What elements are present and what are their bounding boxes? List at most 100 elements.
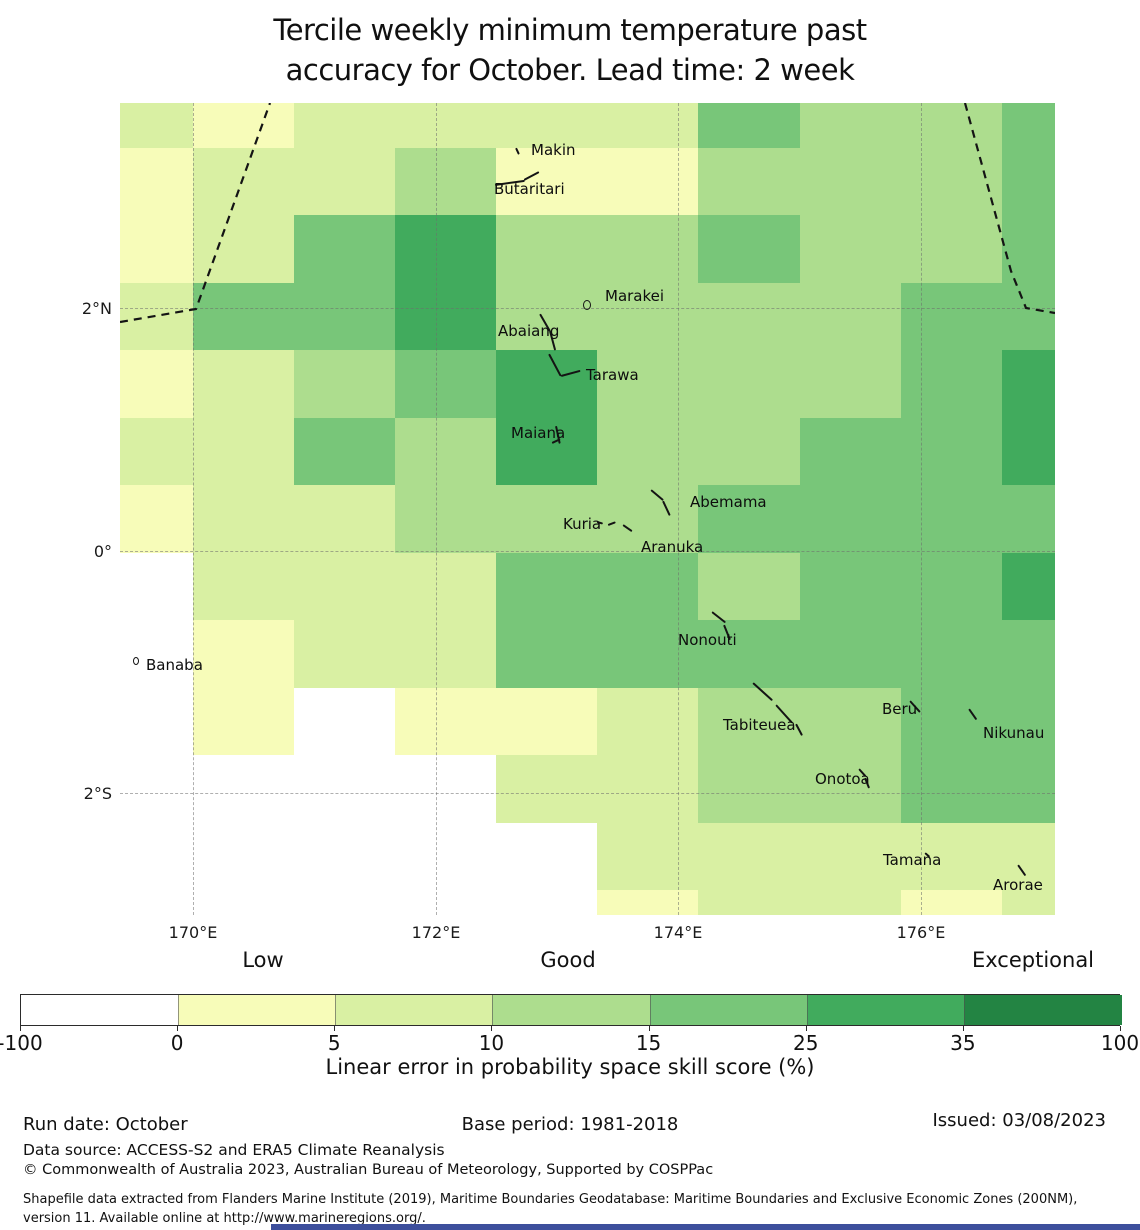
map-cell — [395, 688, 496, 755]
parallel-gridline — [120, 551, 1055, 552]
island-label-nikunau: Nikunau — [983, 724, 1045, 742]
colorbar-tick-label: 0 — [170, 1031, 184, 1055]
island-label-makin: Makin — [531, 141, 576, 159]
map-cell — [698, 620, 800, 688]
issued-date-text: Issued: 03/08/2023 — [932, 1110, 1106, 1131]
map-cell — [1002, 823, 1055, 890]
map-cell — [698, 103, 800, 148]
map-cell — [496, 688, 597, 755]
map-cell — [901, 755, 1002, 823]
map-cell — [597, 755, 698, 823]
map-cell — [496, 103, 597, 148]
island-label-abemama: Abemama — [690, 493, 767, 511]
map-cell — [901, 890, 1002, 915]
meridian-gridline — [436, 103, 437, 915]
colorbar-tick-label: 5 — [327, 1031, 341, 1055]
colorbar-tick — [962, 1026, 964, 1031]
bottom-banner — [271, 1224, 1140, 1230]
map-cell — [1002, 148, 1055, 215]
map-cell — [800, 103, 901, 148]
map-cell — [395, 215, 496, 283]
map-cell — [800, 890, 901, 915]
colorbar-segment — [178, 995, 337, 1025]
map-cell — [597, 418, 698, 485]
island-label-beru: Beru — [882, 700, 918, 718]
map-cell — [120, 823, 193, 890]
lon-tick-label: 174°E — [653, 923, 703, 942]
colorbar-segment — [806, 995, 965, 1025]
map-cell — [1002, 890, 1055, 915]
chart-title-line1: Tercile weekly minimum temperature past — [273, 13, 867, 47]
map-cell — [294, 755, 395, 823]
colorbar-segment — [335, 995, 494, 1025]
map-cell — [294, 890, 395, 915]
map-cell — [496, 890, 597, 915]
data-source-text: Data source: ACCESS-S2 and ERA5 Climate … — [23, 1141, 445, 1159]
map-cell — [901, 283, 1002, 350]
map-cell — [395, 103, 496, 148]
colorbar-tick — [1120, 1026, 1121, 1031]
island-label-tabiteuea: Tabiteuea — [723, 716, 796, 734]
run-date-text: Run date: October — [23, 1114, 188, 1135]
colorbar-tick — [177, 1026, 179, 1031]
parallel-gridline — [120, 793, 1055, 794]
map-cell — [800, 688, 901, 755]
map-cell — [120, 688, 193, 755]
map-cell — [395, 823, 496, 890]
map-cell — [395, 620, 496, 688]
map-cell — [120, 350, 193, 418]
map-cell — [496, 620, 597, 688]
shapefile-note-text: Shapefile data extracted from Flanders M… — [23, 1192, 1078, 1226]
map-cell — [120, 890, 193, 915]
map-cell — [496, 755, 597, 823]
map-cell — [395, 350, 496, 418]
island-label-maiana: Maiana — [511, 424, 566, 442]
base-period-text: Base period: 1981-2018 — [461, 1114, 679, 1135]
map-cell — [698, 148, 800, 215]
map-cell — [120, 485, 193, 553]
map-cell — [496, 823, 597, 890]
map-cell — [1002, 418, 1055, 485]
map-cell — [1002, 350, 1055, 418]
map-cell — [496, 350, 597, 418]
map-cell — [597, 823, 698, 890]
map-cell — [597, 620, 698, 688]
island-label-arorae: Arorae — [993, 876, 1043, 894]
colorbar-category-low: Low — [242, 948, 284, 972]
eez-boundary — [120, 103, 272, 324]
map-cell — [597, 215, 698, 283]
map-cell — [294, 553, 395, 620]
map-cell — [698, 688, 800, 755]
chart-title-line2: accuracy for October. Lead time: 2 week — [285, 53, 855, 87]
island-label-butaritari: Butaritari — [494, 180, 565, 198]
map-cell — [698, 215, 800, 283]
lat-tick-label: 2°N — [81, 299, 112, 318]
island-label-onotoa: Onotoa — [815, 770, 870, 788]
map-cell — [698, 553, 800, 620]
map-cell — [120, 553, 193, 620]
map-cell — [193, 485, 294, 553]
map-cell — [193, 148, 294, 215]
colorbar-tick-label: 15 — [635, 1031, 662, 1055]
colorbar-tick — [648, 1026, 650, 1031]
map-cell — [395, 890, 496, 915]
map-cell — [597, 485, 698, 553]
copyright-text: © Commonwealth of Australia 2023, Austra… — [23, 1162, 714, 1178]
map-cell — [193, 620, 294, 688]
map-cell — [395, 485, 496, 553]
map-cell — [597, 283, 698, 350]
map-cell — [901, 553, 1002, 620]
map-cell — [901, 418, 1002, 485]
map-cell — [698, 890, 800, 915]
colorbar-category-good: Good — [540, 948, 596, 972]
meridian-gridline — [193, 103, 194, 915]
map-cell — [120, 620, 193, 688]
map-cell — [1002, 755, 1055, 823]
lat-tick-label: 0° — [93, 542, 112, 561]
map-cell — [120, 755, 193, 823]
map-cell — [901, 350, 1002, 418]
map-cell — [698, 755, 800, 823]
island-label-banaba: Banaba — [146, 656, 203, 674]
map-cell — [800, 215, 901, 283]
map-cell — [395, 553, 496, 620]
